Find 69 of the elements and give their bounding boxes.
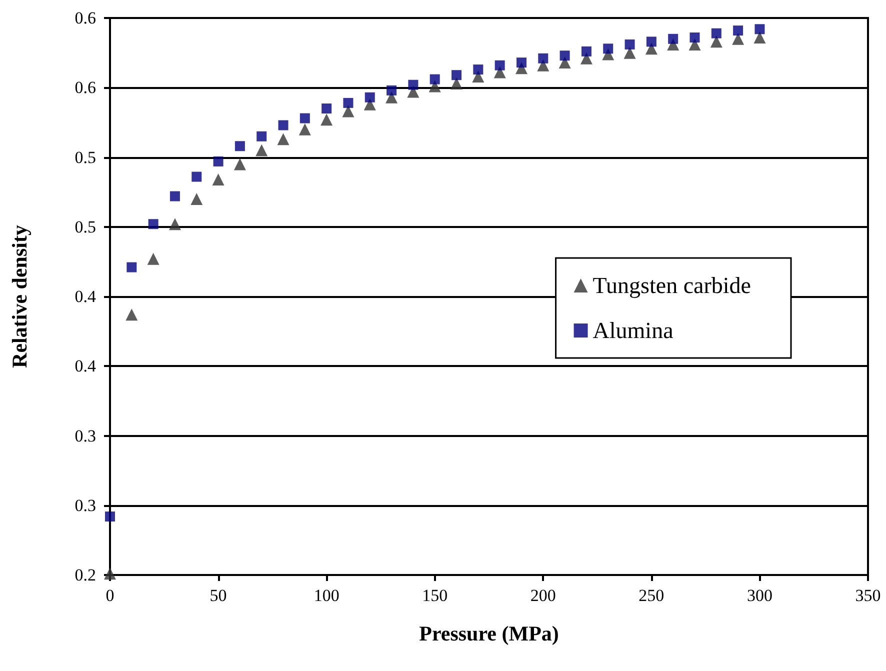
x-tick-label: 0: [106, 586, 114, 605]
point: [126, 308, 138, 321]
point: [148, 219, 158, 230]
point: [147, 252, 160, 265]
x-tick-label: 50: [210, 586, 227, 605]
x-axis-title: Pressure (MPa): [419, 622, 559, 646]
point: [256, 144, 268, 156]
point: [126, 262, 137, 272]
point: [277, 133, 290, 146]
y-tick-label: 0.5: [74, 148, 96, 167]
point: [342, 105, 354, 118]
point: [494, 60, 505, 70]
point: [754, 31, 766, 44]
point: [320, 114, 333, 126]
point: [430, 74, 440, 84]
x-tick-label: 250: [638, 586, 664, 605]
point: [452, 70, 462, 80]
x-tick-label: 200: [530, 586, 556, 605]
point: [213, 156, 224, 166]
x-tick-label: 300: [746, 586, 772, 605]
point: [581, 46, 592, 56]
point: [732, 32, 744, 45]
y-tick-label: 0.6: [74, 78, 96, 98]
point: [624, 39, 635, 50]
x-tick-label: 150: [422, 586, 448, 605]
y-tick-label: 0.4: [74, 287, 96, 306]
point: [560, 50, 570, 61]
x-tick-label: 100: [314, 586, 340, 605]
point: [711, 28, 722, 38]
y-tick-label: 0.4: [74, 356, 96, 376]
y-axis-title: Relative density: [8, 224, 32, 368]
point: [646, 36, 656, 47]
point: [278, 120, 288, 130]
point: [473, 64, 484, 75]
point: [450, 77, 463, 90]
point: [710, 36, 722, 48]
point: [386, 85, 397, 96]
legend-label: Tungsten carbide: [592, 273, 752, 298]
point: [168, 218, 181, 230]
y-tick-label: 0.3: [74, 426, 96, 446]
y-tick-label: 0.2: [74, 566, 96, 584]
point: [192, 172, 202, 182]
x-tick-label: 350: [855, 586, 881, 605]
y-tick-label: 0.5: [74, 217, 96, 236]
point: [300, 113, 310, 124]
point: [234, 158, 246, 170]
point: [104, 568, 116, 580]
point: [733, 26, 744, 36]
point: [754, 24, 765, 34]
point: [190, 193, 203, 206]
point: [234, 141, 245, 152]
point: [105, 512, 115, 522]
point: [668, 34, 678, 44]
point: [690, 32, 700, 42]
point: [322, 104, 332, 114]
y-tick-label: 0.3: [74, 496, 96, 515]
point: [538, 53, 548, 64]
point: [170, 191, 180, 202]
point: [212, 174, 224, 186]
point: [364, 92, 375, 102]
point: [343, 98, 354, 108]
point: [624, 46, 636, 59]
point: [603, 44, 614, 54]
legend-label: Alumina: [592, 318, 674, 343]
point: [408, 80, 418, 90]
point: [256, 131, 267, 142]
point: [298, 123, 311, 136]
point: [516, 58, 526, 68]
y-tick-label: 0.6: [74, 8, 96, 28]
